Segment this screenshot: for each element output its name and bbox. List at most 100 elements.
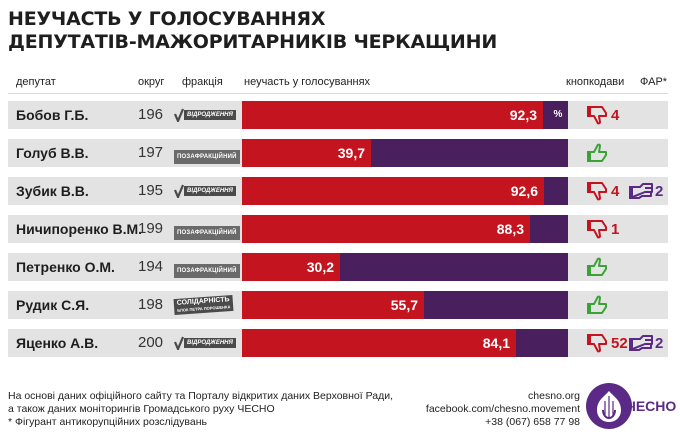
chart-title: НЕУЧАСТЬ У ГОЛОСУВАННЯХ ДЕПУТАТІВ-МАЖОРИ… <box>8 8 568 54</box>
deputy-row: Рудик С.Я. 198 СОЛІДАРНІСТЬ БЛОК ПЕТРА ПОРО… <box>8 291 668 319</box>
bribe-hand-icon <box>629 335 653 351</box>
chesno-logo-icon <box>586 383 632 429</box>
absence-bar <box>242 101 543 129</box>
checkmark-logo-icon <box>174 184 184 198</box>
deputy-row: Голуб В.В. 197 ПОЗАФРАКЦІЙНИЙ 39,7 <box>8 139 668 167</box>
faction-label: ПОЗАФРАКЦІЙНИЙ <box>174 150 240 164</box>
footer-line-1: На основі даних офіційного сайту та Порт… <box>8 390 393 402</box>
bribe-hand-icon <box>629 183 653 199</box>
absence-bar-track: 55,7 <box>242 291 568 319</box>
district-number: 197 <box>138 144 164 161</box>
deputy-name: Зубик В.В. <box>16 183 89 199</box>
thumbs-up-icon <box>587 295 607 314</box>
absence-bar <box>242 177 544 205</box>
far-cell: 2 <box>628 181 663 201</box>
faction-badge-nonfaction: ПОЗАФРАКЦІЙНИЙ <box>174 221 240 240</box>
deputy-name: Ничипоренко В.М. <box>16 221 143 237</box>
faction-badge-nonfaction: ПОЗАФРАКЦІЙНИЙ <box>174 145 240 164</box>
absence-value-label: 39,7 <box>337 145 365 161</box>
absence-bar-track: 84,1 <box>242 329 568 357</box>
title-line-2: ДЕПУТАТІВ-МАЖОРИТАРНИКІВ ЧЕРКАЩИНИ <box>8 31 498 53</box>
header-button-pushing: кнопкодави <box>566 76 625 88</box>
deputy-row: Зубик В.В. 195 ВІДРОДЖЕННЯ 92,6 4 2 <box>8 177 668 205</box>
title-line-1: НЕУЧАСТЬ У ГОЛОСУВАННЯХ <box>8 8 326 30</box>
footer-line-2: а також даних моніторингів Громадського … <box>8 403 275 415</box>
faction-badge-vidrodzhennia: ВІДРОДЖЕННЯ <box>174 335 236 351</box>
footer-site: chesno.org <box>528 390 580 402</box>
absence-bar-track: 92,6 <box>242 177 568 205</box>
header-absence: неучасть у голосуваннях <box>244 76 371 88</box>
faction-badge-vidrodzhennia: ВІДРОДЖЕННЯ <box>174 107 236 123</box>
thumbs-down-icon <box>587 220 607 239</box>
faction-badge-solidarnist: СОЛІДАРНІСТЬ БЛОК ПЕТРА ПОРОШЕНКА <box>173 294 234 316</box>
percent-unit-label: % <box>548 101 568 129</box>
district-number: 195 <box>138 182 164 199</box>
faction-label: ВІДРОДЖЕННЯ <box>184 338 236 348</box>
absence-value-label: 88,3 <box>496 221 524 237</box>
far-cell: 2 <box>628 333 663 353</box>
deputy-row: Ничипоренко В.М. 199 ПОЗАФРАКЦІЙНИЙ 88,3 1 <box>8 215 668 243</box>
absence-bar <box>242 329 516 357</box>
absence-bar <box>242 291 424 319</box>
district-number: 199 <box>138 220 164 237</box>
faction-label: ПОЗАФРАКЦІЙНИЙ <box>174 264 240 278</box>
deputy-name: Яценко А.В. <box>16 335 99 351</box>
footer-contacts: chesno.org facebook.com/chesno.movement … <box>426 390 580 429</box>
faction-badge-nonfaction: ПОЗАФРАКЦІЙНИЙ <box>174 259 240 278</box>
deputy-name: Петренко О.М. <box>16 259 115 275</box>
button-pushing-count: 52 <box>611 334 628 352</box>
footer-source: На основі даних офіційного сайту та Порт… <box>8 390 393 429</box>
checkmark-logo-icon <box>174 108 184 122</box>
footer-facebook: facebook.com/chesno.movement <box>425 403 580 415</box>
button-pushing-cell: 52 <box>586 333 628 353</box>
header-divider <box>8 93 668 94</box>
logo-text: ЧЕСНО <box>626 398 677 414</box>
deputy-row: Петренко О.М. 194 ПОЗАФРАКЦІЙНИЙ 30,2 <box>8 253 668 281</box>
far-count: 2 <box>655 182 664 200</box>
thumbs-up-icon <box>587 257 607 276</box>
header-district: округ <box>138 76 165 88</box>
thumbs-up-icon <box>587 143 607 162</box>
button-pushing-count: 4 <box>611 106 620 124</box>
district-number: 200 <box>138 334 164 351</box>
absence-bar <box>242 253 340 281</box>
absence-bar-track: 88,3 <box>242 215 568 243</box>
far-count: 2 <box>655 334 664 352</box>
thumbs-down-icon <box>587 106 607 125</box>
button-pushing-cell: 4 <box>586 181 619 201</box>
button-pushing-count: 1 <box>611 220 620 238</box>
faction-label: ВІДРОДЖЕННЯ <box>184 186 236 196</box>
thumbs-down-icon <box>587 182 607 201</box>
footer-footnote: * Фігурант антикорупційних розслідувань <box>8 416 207 428</box>
header-deputy: депутат <box>16 76 56 88</box>
faction-label: ВІДРОДЖЕННЯ <box>184 110 236 120</box>
header-faction: фракція <box>182 76 223 88</box>
button-pushing-cell <box>586 143 610 163</box>
absence-bar-track: 92,3% <box>242 101 568 129</box>
deputy-name: Бобов Г.Б. <box>16 107 89 123</box>
district-number: 196 <box>138 106 164 123</box>
deputy-row: Бобов Г.Б. 196 ВІДРОДЖЕННЯ 92,3% 4 <box>8 101 668 129</box>
absence-bar-track: 30,2 <box>242 253 568 281</box>
checkmark-logo-icon <box>174 336 184 350</box>
absence-bar <box>242 139 371 167</box>
deputy-name: Голуб В.В. <box>16 145 89 161</box>
absence-value-label: 55,7 <box>390 297 418 313</box>
deputy-row: Яценко А.В. 200 ВІДРОДЖЕННЯ 84,1 52 2 <box>8 329 668 357</box>
absence-value-label: 30,2 <box>306 259 334 275</box>
district-number: 194 <box>138 258 164 275</box>
button-pushing-cell <box>586 295 610 315</box>
absence-value-label: 92,6 <box>510 183 538 199</box>
faction-label: ПОЗАФРАКЦІЙНИЙ <box>174 226 240 240</box>
absence-value-label: 84,1 <box>482 335 510 351</box>
absence-value-label: 92,3 <box>509 107 537 123</box>
thumbs-down-icon <box>587 334 607 353</box>
button-pushing-cell <box>586 257 610 277</box>
district-number: 198 <box>138 296 164 313</box>
absence-bar-track: 39,7 <box>242 139 568 167</box>
deputy-name: Рудик С.Я. <box>16 297 90 313</box>
button-pushing-cell: 4 <box>586 105 619 125</box>
footer-phone: +38 (067) 658 77 98 <box>485 416 580 428</box>
button-pushing-count: 4 <box>611 182 620 200</box>
header-far: ФАР* <box>640 76 668 88</box>
